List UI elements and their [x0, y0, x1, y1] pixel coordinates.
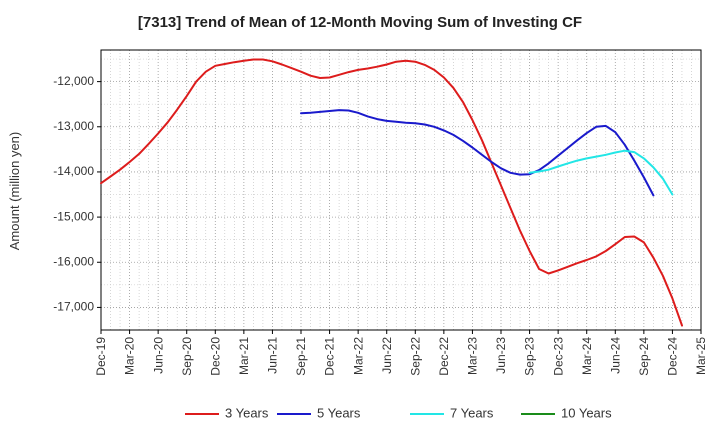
- legend: 3 Years 5 Years 7 Years 10 Years: [185, 405, 612, 420]
- x-tick-label: Mar-25: [694, 337, 708, 375]
- series-line-7-years: [528, 149, 674, 196]
- x-tick-label: Mar-22: [351, 337, 365, 375]
- x-tick-label: Jun-22: [380, 337, 394, 374]
- x-tick-label: Dec-21: [323, 337, 337, 376]
- y-axis-label: Amount (million yen): [7, 132, 22, 251]
- y-axis: -12,000 -13,000 -14,000 -15,000 -16,000 -17,0…: [53, 74, 101, 314]
- y-tick-label: -15,000: [53, 209, 94, 223]
- x-tick-label: Jun-21: [266, 337, 280, 374]
- x-tick-label: Mar-24: [580, 337, 594, 375]
- grid: [100, 50, 702, 331]
- x-tick-label: Sep-24: [637, 337, 651, 376]
- x-tick-label: Jun-20: [151, 337, 165, 374]
- x-tick-label: Sep-21: [294, 337, 308, 376]
- legend-label: 7 Years: [450, 405, 494, 420]
- x-tick-label: Dec-23: [551, 337, 565, 376]
- x-tick-label: Sep-20: [180, 337, 194, 376]
- x-tick-label: Mar-23: [466, 337, 480, 375]
- y-tick-label: -13,000: [53, 119, 94, 133]
- x-axis: Dec-19 Mar-20 Jun-20 Sep-20 Dec-20 Mar-21 Jun-…: [94, 330, 708, 376]
- chart-title: [7313] Trend of Mean of 12-Month Moving …: [138, 14, 582, 31]
- legend-label: 5 Years: [317, 405, 361, 420]
- series-line-5-years: [300, 109, 655, 197]
- plot-area: [100, 49, 702, 331]
- x-tick-label: Dec-22: [437, 337, 451, 376]
- x-tick-label: Mar-21: [237, 337, 251, 375]
- y-tick-label: -16,000: [53, 254, 94, 268]
- x-tick-label: Dec-20: [208, 337, 222, 376]
- x-tick-label: Jun-24: [608, 337, 622, 374]
- x-tick-label: Mar-20: [123, 337, 137, 375]
- series-group: [100, 58, 683, 327]
- legend-label: 10 Years: [561, 405, 612, 420]
- y-tick-label: -17,000: [53, 300, 94, 314]
- y-tick-label: -14,000: [53, 164, 94, 178]
- legend-label: 3 Years: [225, 405, 269, 420]
- y-tick-label: -12,000: [53, 74, 94, 88]
- x-tick-label: Dec-19: [94, 337, 108, 376]
- series-line-3-years: [100, 58, 683, 327]
- x-tick-label: Sep-22: [408, 337, 422, 376]
- x-tick-label: Jun-23: [494, 337, 508, 374]
- x-tick-label: Sep-23: [523, 337, 537, 376]
- x-tick-label: Dec-24: [666, 337, 680, 376]
